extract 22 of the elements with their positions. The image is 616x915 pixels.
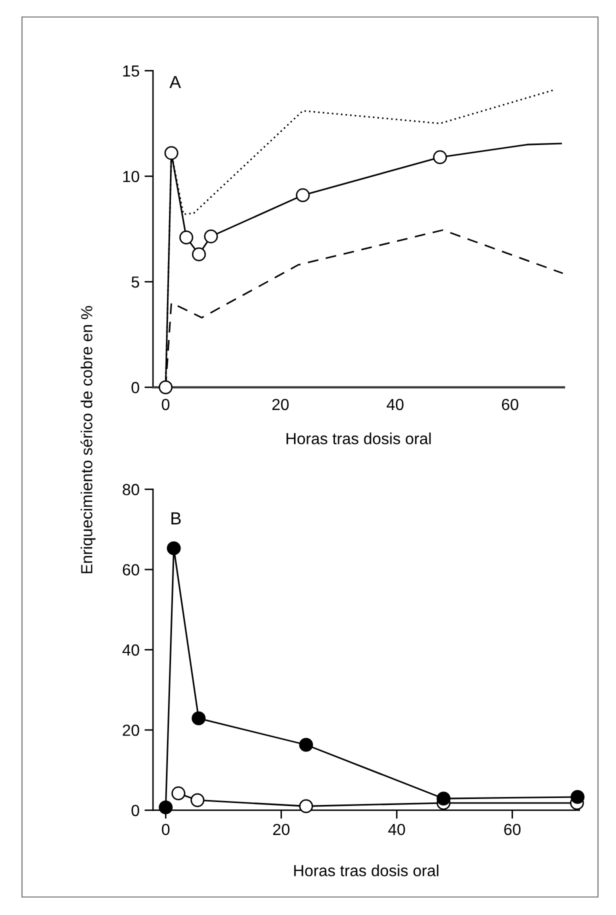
annotation: A	[169, 76, 181, 88]
x-axis-title: Horas tras dosis oral	[294, 864, 438, 876]
annotation: B	[171, 512, 181, 524]
y-tick-label: 20	[122, 724, 140, 736]
x-tick-label: 60	[502, 398, 518, 410]
y-tick-label: 0	[132, 804, 140, 816]
x-tick-label: 40	[388, 824, 406, 836]
y-axis-title: Enriquecimiento sérico de cobre en %	[80, 306, 96, 574]
x-tick-label: 0	[162, 824, 170, 836]
x-axis-title: Horas tras dosis oral	[286, 432, 431, 444]
x-tick-label: 20	[272, 398, 289, 410]
x-tick-label: 60	[504, 824, 521, 836]
x-tick-label: 20	[273, 824, 290, 836]
x-tick-label: 0	[162, 398, 170, 410]
y-tick-label: 80	[122, 484, 140, 496]
y-tick-label: 15	[123, 66, 140, 77]
y-tick-label: 60	[122, 564, 140, 576]
y-tick-label: 40	[122, 644, 140, 656]
y-tick-label: 10	[123, 170, 140, 182]
x-tick-label: 40	[386, 398, 404, 410]
y-tick-label: 5	[132, 276, 140, 288]
y-tick-label: 0	[132, 382, 140, 394]
